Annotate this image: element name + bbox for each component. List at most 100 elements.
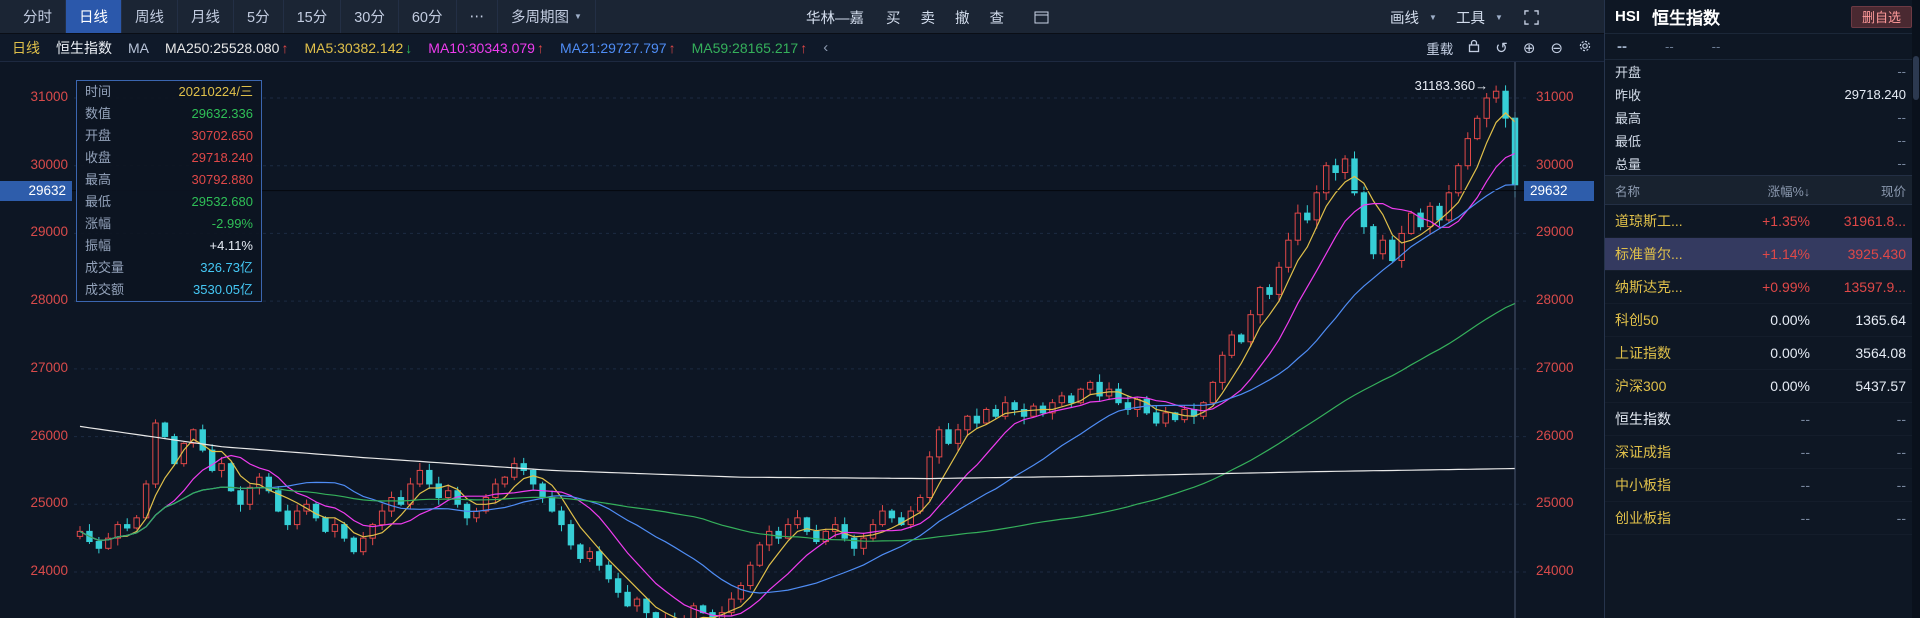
ma-value: MA5:30382.142 <box>304 39 404 56</box>
trade-window-icon[interactable] <box>1034 0 1049 34</box>
info-value: -- <box>1897 64 1906 79</box>
period-tab-5分[interactable]: 5分 <box>234 0 284 33</box>
more-periods-button[interactable]: ⋯ <box>457 0 498 33</box>
info-label: 昨收 <box>1615 88 1642 103</box>
top-toolbar: 分时 日线 周线 月线 5分 15分 30分 60分 ⋯ 多周期图 ▼ 华林—嘉 买 卖 撤 查 画线 ▼… <box>0 0 1604 34</box>
quote-row[interactable]: 恒生指数 -- -- <box>1605 403 1920 436</box>
zoom-in-icon[interactable]: ⊕ <box>1522 39 1536 57</box>
quote-price: 3564.08 <box>1855 345 1906 361</box>
quote-table-rows: 道琼斯工... +1.35% 31961.8... 标准普尔... +1.14% 3925… <box>1605 205 1920 535</box>
quote-price: -- <box>1896 477 1906 493</box>
ma-legend-item: MA21:29727.797 ↑ <box>560 40 676 56</box>
panel-scrollbar[interactable] <box>1912 0 1920 618</box>
quote-row[interactable]: 中小板指 -- -- <box>1605 469 1920 502</box>
chart-action-icons: 重载 ↺ ⊕ ⊖ <box>1426 34 1592 62</box>
ma-trend-arrow-icon: ↑ <box>536 39 544 56</box>
quote-row[interactable]: 科创50 0.00% 1365.64 <box>1605 304 1920 337</box>
ma-legend-item: MA10:30343.079 ↑ <box>428 40 544 56</box>
info-value: -- <box>1897 110 1906 125</box>
period-tab-月线[interactable]: 月线 <box>178 0 234 33</box>
info-value: -- <box>1897 156 1906 171</box>
quote-info-rows: 开盘 -- 昨收 29718.240 最高 -- 最低 -- 总量 -- <box>1605 60 1920 175</box>
info-label: 开盘 <box>1615 65 1642 80</box>
header-change-sort[interactable]: 涨幅%↓ <box>1767 184 1810 199</box>
quote-row[interactable]: 纳斯达克... +0.99% 13597.9... <box>1605 271 1920 304</box>
quote-name: 上证指数 <box>1615 345 1671 361</box>
trade-buttons: 买卖撤查 <box>886 0 1004 34</box>
info-value: -- <box>1897 133 1906 148</box>
change-pct-placeholder: -- <box>1711 39 1721 54</box>
quote-name: 中小板指 <box>1615 477 1671 493</box>
quote-change: 0.00% <box>1770 345 1810 361</box>
ma-trend-arrow-icon: ↑ <box>800 39 808 56</box>
period-tab-15分[interactable]: 15分 <box>284 0 342 33</box>
ma-value: MA59:28165.217 <box>691 39 799 56</box>
quote-row[interactable]: 上证指数 0.00% 3564.08 <box>1605 337 1920 370</box>
ma-legend-item: MA59:28165.217 ↑ <box>692 40 808 56</box>
ma-trend-arrow-icon: ↑ <box>281 39 289 56</box>
quote-row[interactable]: 深证成指 -- -- <box>1605 436 1920 469</box>
ma-legend-item: MA250:25528.080 ↑ <box>165 40 288 56</box>
legend-collapse-icon[interactable]: ‹ <box>823 39 829 56</box>
quote-price: 31961.8... <box>1843 213 1906 229</box>
quote-name: 沪深300 <box>1615 378 1667 394</box>
price-placeholder-row: -- -- -- <box>1605 34 1920 60</box>
trade-button-买[interactable]: 买 <box>886 10 901 27</box>
legend-ma-label: MA <box>128 39 149 56</box>
quote-price: 13597.9... <box>1843 279 1906 295</box>
fullscreen-expand-icon[interactable] <box>1524 0 1539 34</box>
remove-watchlist-button[interactable]: 删自选 <box>1850 5 1912 28</box>
chart-legend: 日线 恒生指数 MA MA250:25528.080 ↑ MA5:30382.142… <box>12 34 1604 61</box>
header-price[interactable]: 现价 <box>1880 184 1906 199</box>
reset-undo-icon[interactable]: ↺ <box>1495 39 1508 57</box>
chevron-down-icon: ▼ <box>1495 12 1503 22</box>
draw-line-label: 画线 <box>1390 10 1419 27</box>
period-tabs: 分时 日线 周线 月线 5分 15分 30分 60分 ⋯ 多周期图 ▼ <box>10 0 1604 33</box>
ma-legend-item: MA5:30382.142 ↓ <box>304 40 412 56</box>
quote-name: 标准普尔... <box>1615 246 1683 262</box>
legend-symbol: 恒生指数 <box>56 39 112 56</box>
scrollbar-thumb[interactable] <box>1913 56 1919 100</box>
settings-gear-icon[interactable] <box>1578 39 1592 58</box>
symbol-header: HSI 恒生指数 删自选 <box>1605 0 1920 34</box>
broker-account-button[interactable]: 华林—嘉 <box>806 10 864 27</box>
quote-name: 道琼斯工... <box>1615 213 1683 229</box>
tools-label: 工具 <box>1456 10 1485 27</box>
panel-info-row: 最高 -- <box>1605 106 1920 129</box>
quote-row[interactable]: 沪深300 0.00% 5437.57 <box>1605 370 1920 403</box>
period-tab-60分[interactable]: 60分 <box>399 0 457 33</box>
period-tab-周线[interactable]: 周线 <box>122 0 178 33</box>
ma-trend-arrow-icon: ↑ <box>668 39 676 56</box>
trade-button-卖[interactable]: 卖 <box>920 10 936 27</box>
quote-table-header: 名称 涨幅%↓ 现价 <box>1605 175 1920 205</box>
reload-button[interactable]: 重载 <box>1426 42 1454 57</box>
period-tab-日线[interactable]: 日线 <box>66 0 122 33</box>
multi-period-button[interactable]: 多周期图 ▼ <box>498 0 596 33</box>
symbol-name: 恒生指数 <box>1652 9 1721 28</box>
quote-row[interactable]: 标准普尔... +1.14% 3925.430 <box>1605 238 1920 271</box>
draw-line-button[interactable]: 画线 ▼ <box>1390 0 1437 34</box>
quote-price: -- <box>1896 444 1906 460</box>
period-tab-分时[interactable]: 分时 <box>10 0 66 33</box>
quote-name: 创业板指 <box>1615 510 1671 526</box>
quote-row[interactable]: 创业板指 -- -- <box>1605 502 1920 535</box>
tools-button[interactable]: 工具 ▼ <box>1456 0 1503 34</box>
lock-icon[interactable] <box>1468 39 1480 58</box>
quote-name: 科创50 <box>1615 312 1659 328</box>
panel-info-row: 总量 -- <box>1605 152 1920 175</box>
quote-change: -- <box>1800 477 1810 493</box>
header-name: 名称 <box>1615 184 1641 199</box>
panel-info-row: 昨收 29718.240 <box>1605 83 1920 106</box>
quote-row[interactable]: 道琼斯工... +1.35% 31961.8... <box>1605 205 1920 238</box>
quote-change: 0.00% <box>1770 312 1810 328</box>
zoom-out-icon[interactable]: ⊖ <box>1550 39 1563 57</box>
quote-name: 恒生指数 <box>1615 411 1671 427</box>
legend-period: 日线 <box>12 39 40 56</box>
trade-button-查[interactable]: 查 <box>989 10 1005 27</box>
quote-change: -- <box>1800 444 1810 460</box>
quote-price: -- <box>1896 411 1906 427</box>
period-tab-30分[interactable]: 30分 <box>341 0 399 33</box>
panel-info-row: 开盘 -- <box>1605 60 1920 83</box>
trade-button-撤[interactable]: 撤 <box>955 10 970 27</box>
